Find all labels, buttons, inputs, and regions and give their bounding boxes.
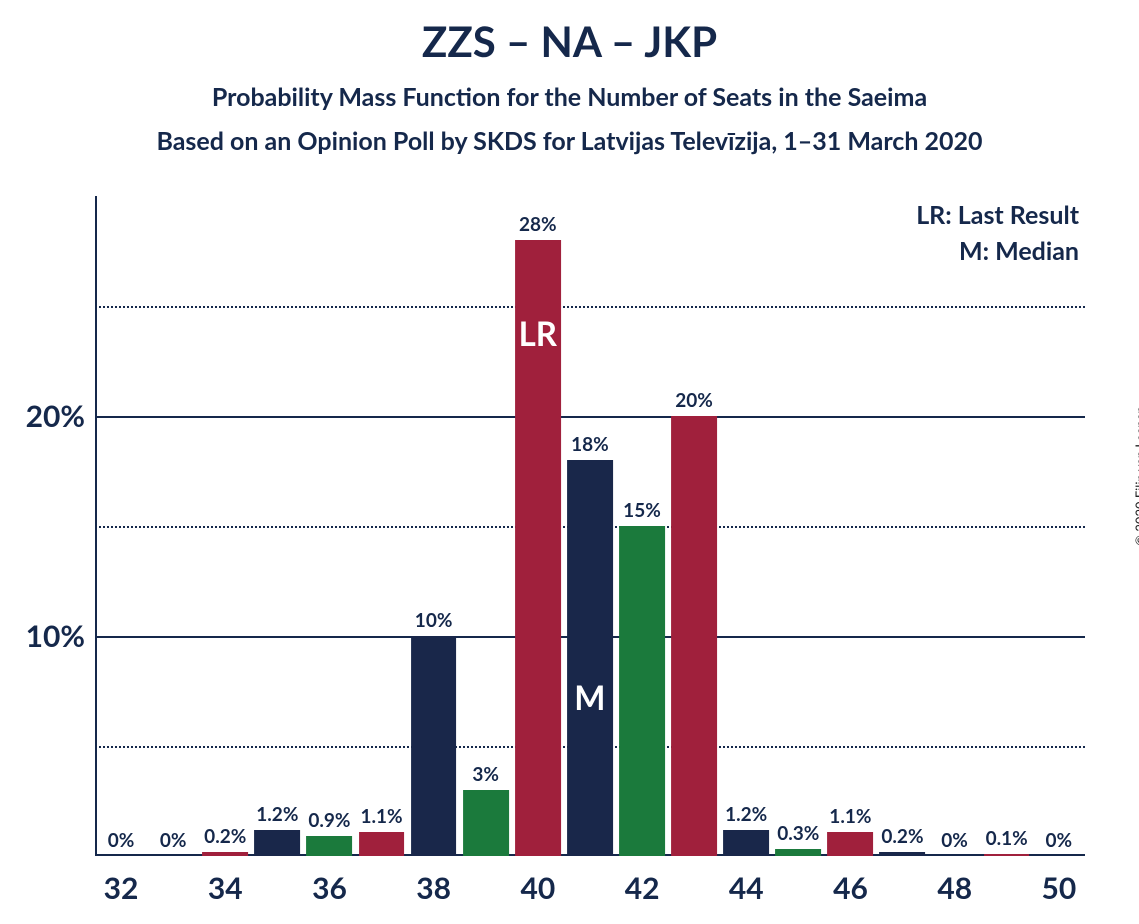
bar: 1.1%: [359, 832, 405, 856]
bar-slot: 3%: [460, 196, 512, 856]
bar-slot: 1.1%: [355, 196, 407, 856]
x-tick-label: 42: [625, 870, 660, 906]
bar-inner-label: M: [574, 678, 605, 718]
bar-value-label: 1.1%: [360, 805, 402, 828]
bar-value-label: 1.1%: [829, 805, 871, 828]
y-tick-label: 20%: [26, 398, 85, 434]
bar-slot: 0%: [929, 196, 981, 856]
bar-value-label: 0%: [941, 829, 968, 852]
bar-inner-label: LR: [519, 314, 557, 354]
y-tick-label: 10%: [26, 618, 85, 654]
bar-slot: 0.3%: [772, 196, 824, 856]
bar-slot: 1.1%: [824, 196, 876, 856]
bar-value-label: 0%: [1045, 829, 1072, 852]
x-tick-label: 46: [833, 870, 868, 906]
bar-slot: 0%: [147, 196, 199, 856]
x-tick-label: 50: [1042, 870, 1077, 906]
bar-slot: 18% M: [564, 196, 616, 856]
chart-subtitle-1: Probability Mass Function for the Number…: [0, 82, 1139, 112]
bar: 0.2%: [202, 852, 248, 856]
bar-value-label: 0%: [160, 829, 187, 852]
bar-value-label: 1.2%: [725, 803, 767, 826]
bar: 28%LR: [515, 240, 561, 856]
bar-slot: 0.9%: [303, 196, 355, 856]
bar-value-label: 0.2%: [204, 825, 246, 848]
bar-value-label: 3%: [472, 763, 499, 786]
bar-slot: 15%: [616, 196, 668, 856]
bar-value-label: 28%: [519, 213, 557, 236]
chart-legend: LR: Last Result M: Median: [916, 200, 1079, 266]
bar: 15%: [619, 526, 665, 856]
copyright-text: © 2020 Filip van Laenen: [1133, 406, 1139, 546]
bar: 18%M: [567, 460, 613, 856]
bar-slot: 0%: [1033, 196, 1085, 856]
bar: 0.1%: [984, 854, 1030, 856]
bar-slot: 10%: [408, 196, 460, 856]
bar: 0.3%: [775, 849, 821, 856]
x-tick-label: 36: [312, 870, 347, 906]
bar: 1.2%: [723, 830, 769, 856]
bar-slot: 20%: [668, 196, 720, 856]
x-tick-label: 34: [208, 870, 243, 906]
x-tick-label: 48: [937, 870, 972, 906]
chart-title: ZZS – NA – JKP: [0, 16, 1139, 66]
pmf-bar-chart: 10%20% 0%0%0.2%1.2%0.9%1.1%10%3%28%LR18%…: [95, 196, 1085, 856]
bar-slot: 0.2%: [876, 196, 928, 856]
x-tick-label: 38: [416, 870, 451, 906]
bar: 0.2%: [880, 852, 926, 856]
bar: 0.9%: [307, 836, 353, 856]
bar: 10%: [411, 636, 457, 856]
bar-value-label: 15%: [623, 499, 661, 522]
legend-m: M: Median: [916, 236, 1079, 266]
bar-value-label: 1.2%: [256, 803, 298, 826]
x-tick-label: 32: [104, 870, 139, 906]
bar-value-label: 18%: [571, 433, 609, 456]
bar-slot: 28% LR: [512, 196, 564, 856]
bar-slot: 0.2%: [199, 196, 251, 856]
chart-bars: 0%0%0.2%1.2%0.9%1.1%10%3%28%LR18%M15%20%…: [95, 196, 1085, 856]
bar-value-label: 0.9%: [308, 809, 350, 832]
bar: 20%: [671, 416, 717, 856]
bar: 1.1%: [827, 832, 873, 856]
bar-value-label: 20%: [675, 389, 713, 412]
x-tick-label: 44: [729, 870, 764, 906]
bar: 1.2%: [254, 830, 300, 856]
bar: 3%: [463, 790, 509, 856]
legend-lr: LR: Last Result: [916, 200, 1079, 230]
bar-slot: 1.2%: [720, 196, 772, 856]
bar-value-label: 10%: [415, 609, 453, 632]
chart-subtitle-2: Based on an Opinion Poll by SKDS for Lat…: [0, 126, 1139, 156]
bar-slot: 0%: [95, 196, 147, 856]
bar-value-label: 0.2%: [881, 825, 923, 848]
bar-slot: 0.1%: [981, 196, 1033, 856]
bar-value-label: 0%: [108, 829, 135, 852]
x-tick-label: 40: [520, 870, 555, 906]
bar-value-label: 0.3%: [777, 822, 819, 845]
bar-value-label: 0.1%: [986, 827, 1028, 850]
bar-slot: 1.2%: [251, 196, 303, 856]
